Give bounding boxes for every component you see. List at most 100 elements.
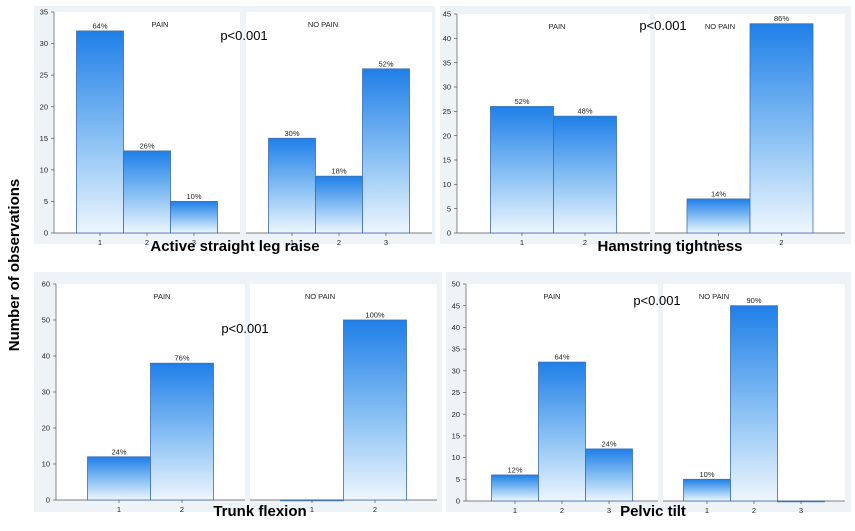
y-tick-label: 60 xyxy=(42,280,50,289)
bar xyxy=(170,201,218,234)
y-tick-label: 5 xyxy=(447,204,451,213)
y-tick-label: 50 xyxy=(452,280,460,289)
bar xyxy=(150,362,214,501)
data-label: 18% xyxy=(331,167,346,176)
x-tick-label: 2 xyxy=(145,238,149,247)
bar xyxy=(749,23,814,234)
subplot-label: PAIN xyxy=(549,22,566,31)
x-tick-label: 3 xyxy=(192,238,196,247)
bar xyxy=(491,474,539,502)
data-label: 64% xyxy=(92,21,107,30)
y-tick-label: 45 xyxy=(443,10,451,19)
bar xyxy=(87,456,151,501)
y-tick-label: 15 xyxy=(452,432,460,441)
data-label: 26% xyxy=(139,141,154,150)
bar xyxy=(268,137,316,234)
data-label: 90% xyxy=(746,296,761,305)
subplot-label: NO PAIN xyxy=(705,22,735,31)
data-label: 24% xyxy=(601,439,616,448)
y-tick-label: 20 xyxy=(452,410,460,419)
y-axis-label: Number of observations xyxy=(6,179,23,352)
y-tick-label: 0 xyxy=(456,497,460,506)
y-tick-label: 10 xyxy=(40,165,48,174)
x-tick-label: 1 xyxy=(290,238,294,247)
bar xyxy=(343,319,407,501)
y-tick-label: 20 xyxy=(42,424,50,433)
data-label: 86% xyxy=(774,14,789,23)
y-tick-label: 5 xyxy=(456,475,460,484)
data-label: 24% xyxy=(111,447,126,456)
data-label: 30% xyxy=(284,129,299,138)
subplot-label: NO PAIN xyxy=(305,292,335,301)
y-tick-label: 40 xyxy=(443,34,451,43)
x-tick-label: 1 xyxy=(513,506,517,515)
data-label: 12% xyxy=(507,465,522,474)
x-tick-label: 2 xyxy=(583,238,587,247)
subplot-label: NO PAIN xyxy=(308,20,338,29)
y-tick-label: 15 xyxy=(443,156,451,165)
bar xyxy=(76,30,124,234)
x-tick-label: 1 xyxy=(310,505,314,514)
y-tick-label: 0 xyxy=(46,496,50,505)
bar xyxy=(490,106,554,234)
x-tick-label: 2 xyxy=(779,238,783,247)
bar xyxy=(585,448,633,502)
y-tick-label: 50 xyxy=(42,316,50,325)
x-tick-label: 3 xyxy=(384,238,388,247)
y-tick-label: 10 xyxy=(443,180,451,189)
data-label: 52% xyxy=(514,97,529,106)
p-value: p<0.001 xyxy=(221,321,268,336)
chart-panel-2: 0 5 10 15 20 25 30 35 40 45 PAIN 1 52% 2 48% NO PAIN 1 14… xyxy=(440,6,851,247)
y-tick-label: 40 xyxy=(452,323,460,332)
y-tick-label: 20 xyxy=(443,131,451,140)
x-tick-label: 3 xyxy=(799,506,803,515)
data-label: 76% xyxy=(174,354,189,363)
subplot-label: PAIN xyxy=(544,292,561,301)
y-tick-label: 30 xyxy=(42,388,50,397)
x-tick-label: 3 xyxy=(607,506,611,515)
bar xyxy=(123,150,171,234)
y-tick-label: 0 xyxy=(447,229,451,238)
y-tick-label: 30 xyxy=(452,366,460,375)
x-tick-label: 1 xyxy=(705,506,709,515)
y-tick-label: 35 xyxy=(452,345,460,354)
subplot-label: PAIN xyxy=(154,292,171,301)
y-tick-label: 15 xyxy=(40,134,48,143)
data-label: 64% xyxy=(554,353,569,362)
y-tick-label: 5 xyxy=(44,197,48,206)
y-tick-label: 30 xyxy=(40,39,48,48)
subplot-label: PAIN xyxy=(152,20,169,29)
bar xyxy=(362,68,410,234)
x-tick-label: 2 xyxy=(752,506,756,515)
x-tick-label: 2 xyxy=(560,506,564,515)
y-tick-label: 30 xyxy=(443,83,451,92)
bar xyxy=(538,361,586,502)
x-tick-label: 2 xyxy=(180,505,184,514)
p-value: p<0.001 xyxy=(633,293,680,308)
y-tick-label: 35 xyxy=(40,8,48,17)
bar xyxy=(730,305,778,502)
x-tick-label: 1 xyxy=(117,505,121,514)
p-value: p<0.001 xyxy=(639,18,686,33)
chart-title: Pelvic tilt xyxy=(620,503,686,520)
y-tick-label: 20 xyxy=(40,102,48,111)
y-tick-label: 25 xyxy=(452,388,460,397)
subplot-label: NO PAIN xyxy=(699,292,729,301)
p-value: p<0.001 xyxy=(220,28,267,43)
y-tick-label: 35 xyxy=(443,58,451,67)
chart-panel-1: 0 5 10 15 20 25 30 35 PAIN 1 64% 2 26% 3 10% NO PAIN 1 30… xyxy=(34,6,435,247)
data-label: 10% xyxy=(699,470,714,479)
data-label: 10% xyxy=(186,192,201,201)
bar xyxy=(683,478,731,502)
bar xyxy=(686,198,751,234)
y-axis-label-text: Number of observations xyxy=(6,179,23,352)
data-label: 14% xyxy=(711,189,726,198)
x-tick-label: 1 xyxy=(716,238,720,247)
x-tick-label: 1 xyxy=(98,238,102,247)
chart-title: Active straight leg raise xyxy=(150,238,320,255)
chart-title: Trunk flexion xyxy=(213,503,307,520)
y-tick-label: 10 xyxy=(42,460,50,469)
y-tick-label: 45 xyxy=(452,301,460,310)
chart-title: Hamstring tightness xyxy=(597,238,743,255)
x-tick-label: 2 xyxy=(373,505,377,514)
